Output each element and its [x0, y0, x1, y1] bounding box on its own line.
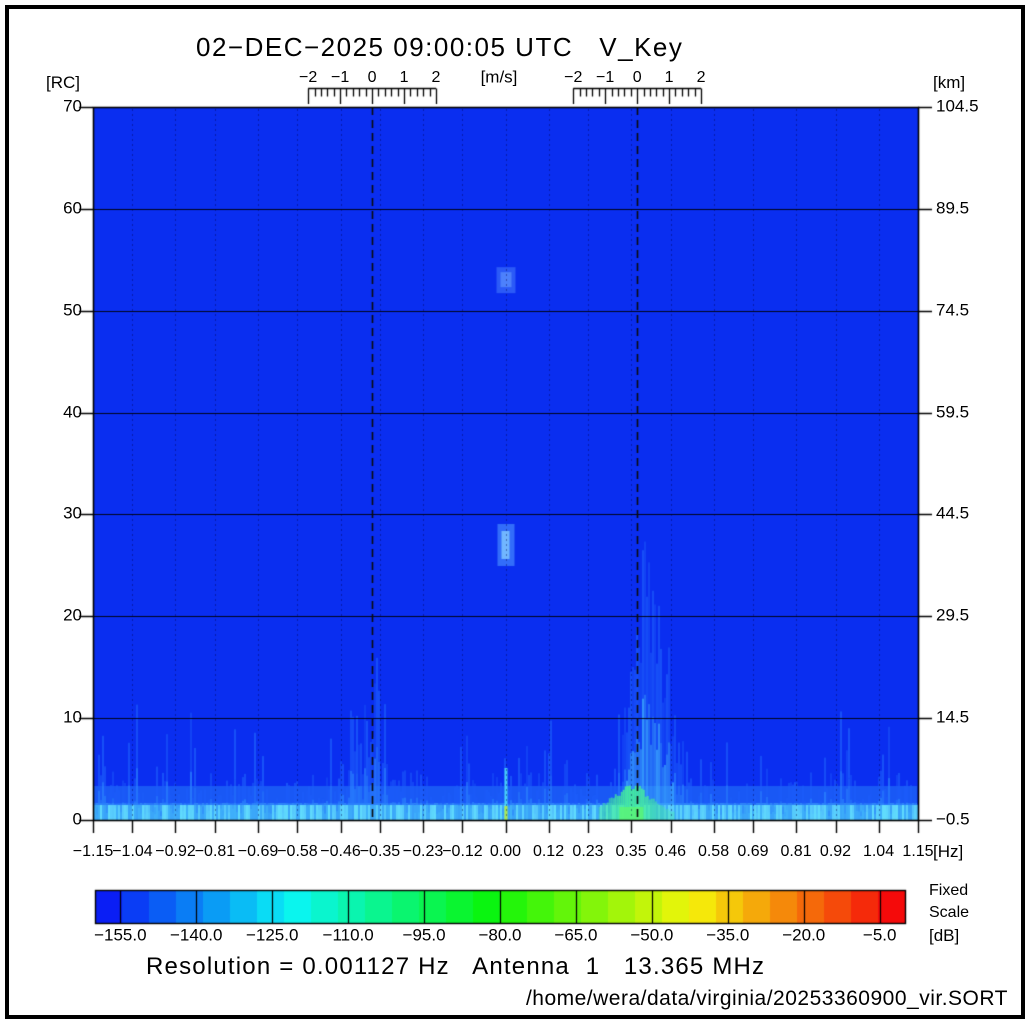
colorbar-tick-label: −110.0 — [322, 925, 374, 945]
velocity-ruler-tick-label: 0 — [632, 69, 642, 87]
frequency-axis-tick-label: 0.23 — [572, 843, 604, 860]
frequency-axis-tick-label: 0.92 — [819, 843, 852, 860]
frequency-axis-tick-label: 0.46 — [654, 843, 687, 860]
colorbar-tick-label: −95.0 — [402, 925, 446, 945]
left-axis-tick-label: 10 — [63, 707, 82, 727]
colorbar-tick-label: −35.0 — [706, 925, 750, 945]
colorbar-tick-label: −140.0 — [170, 925, 223, 945]
colorbar-tick-label: −65.0 — [554, 925, 598, 945]
frequency-axis-tick-label: 1.04 — [862, 843, 895, 860]
frequency-axis-tick-label: 1.15 — [902, 843, 934, 860]
velocity-ruler-tick-label: −1 — [596, 69, 615, 87]
left-axis-tick-label: 30 — [63, 504, 82, 524]
right-axis-tick-label: 89.5 — [936, 198, 970, 218]
frequency-axis-tick-label: −0.23 — [402, 843, 444, 860]
colorbar-tick-label: −80.0 — [478, 925, 522, 945]
velocity-axis-unit: [m/s] — [480, 67, 518, 87]
frequency-axis-tick-label: 0.81 — [780, 843, 812, 860]
velocity-ruler-tick-label: −1 — [330, 69, 350, 87]
left-axis-tick-label: 0 — [72, 809, 82, 829]
colorbar-tick-label: −155.0 — [94, 925, 147, 945]
velocity-ruler-tick-label: 2 — [696, 69, 706, 87]
right-axis-tick-label: 59.5 — [936, 402, 970, 422]
colorbar-tick-label: −125.0 — [245, 925, 299, 945]
velocity-ruler-tick-label: −2 — [564, 69, 583, 87]
right-axis-tick-label: 29.5 — [936, 605, 970, 625]
left-axis-unit: [RC] — [46, 73, 80, 92]
right-axis-unit: [km] — [933, 73, 966, 92]
plot-title: 02−DEC−2025 09:00:05 UTC V_Key — [196, 32, 684, 62]
right-axis-tick-label: 74.5 — [936, 300, 970, 320]
left-axis-tick-label: 40 — [63, 402, 82, 422]
frequency-axis-tick-label: −0.46 — [320, 843, 361, 860]
frequency-axis-tick-label: −0.81 — [194, 843, 236, 860]
velocity-ruler-tick-label: −2 — [299, 69, 318, 87]
frequency-axis-tick-label: −0.92 — [155, 843, 196, 860]
colorbar-scale-note-line2: Scale — [929, 904, 970, 921]
resolution-text: Resolution = 0.001127 Hz Antenna 1 13.36… — [146, 953, 766, 980]
right-axis-tick-label: 14.5 — [936, 707, 970, 727]
right-axis-tick-label: −0.5 — [936, 809, 970, 829]
velocity-ruler-tick-label: 0 — [367, 69, 377, 87]
right-axis-tick-label: 44.5 — [936, 504, 970, 524]
frequency-axis-tick-label: 0.00 — [489, 843, 522, 860]
frequency-axis-tick-label: 0.69 — [737, 843, 769, 860]
right-axis-tick-label: 104.5 — [936, 96, 979, 116]
colorbar-scale-note-line1: Fixed — [929, 882, 969, 899]
velocity-ruler-tick-label: 1 — [399, 69, 409, 87]
colorbar-unit: [dB] — [929, 926, 960, 945]
frequency-axis-tick-label: 0.58 — [697, 843, 730, 860]
colorbar-tick-label: −5.0 — [862, 925, 897, 945]
frequency-axis-tick-label: −0.69 — [237, 843, 279, 860]
frequency-axis-tick-label: 0.35 — [615, 843, 647, 860]
left-axis-tick-label: 20 — [63, 605, 82, 625]
frequency-axis-tick-label: −1.15 — [72, 843, 114, 860]
frequency-axis-tick-label: 0.12 — [532, 843, 565, 860]
left-axis-tick-label: 70 — [63, 96, 82, 116]
frequency-axis-unit: [Hz] — [933, 842, 964, 861]
frequency-axis-tick-label: −0.35 — [359, 843, 401, 860]
left-axis-tick-label: 60 — [63, 198, 82, 218]
velocity-ruler-tick-label: 1 — [664, 69, 674, 87]
colorbar-tick-label: −20.0 — [782, 925, 826, 945]
frequency-axis-tick-label: −0.58 — [277, 843, 318, 860]
left-axis-tick-label: 50 — [63, 300, 82, 320]
frequency-axis-tick-label: −0.12 — [442, 843, 483, 860]
velocity-ruler-tick-label: 2 — [431, 69, 441, 87]
source-file-path: /home/wera/data/virginia/20253360900_vir… — [525, 987, 1008, 1010]
frequency-axis-tick-label: −1.04 — [112, 843, 153, 860]
colorbar-tick-label: −50.0 — [630, 925, 674, 945]
